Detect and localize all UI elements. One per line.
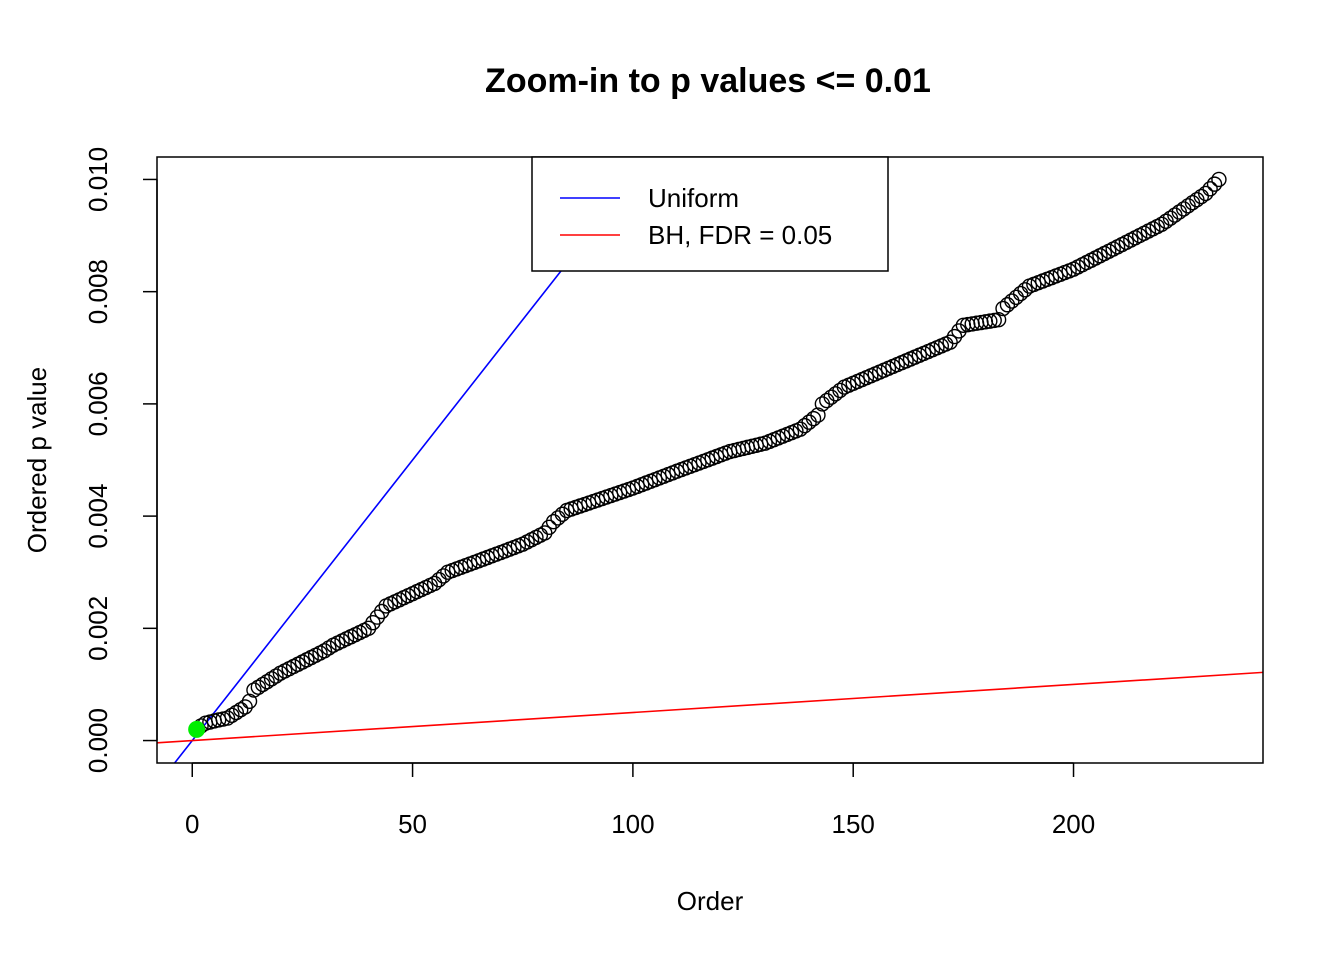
data-point <box>1193 188 1210 205</box>
data-point <box>823 389 839 405</box>
y-axis-label: Ordered p value <box>22 367 52 553</box>
data-point <box>259 673 275 690</box>
data-point <box>228 704 245 721</box>
data-point <box>810 407 826 423</box>
data-point <box>255 676 271 693</box>
data-point <box>365 615 381 631</box>
y-tick-label: 0.010 <box>83 147 113 212</box>
scatter-points <box>188 171 1227 738</box>
data-point <box>554 506 571 522</box>
y-tick-label: 0.000 <box>83 708 113 773</box>
data-point <box>814 396 831 412</box>
data-point <box>321 640 337 656</box>
y-tick-label: 0.006 <box>83 371 113 436</box>
x-axis: 0 50 100 150 200 <box>185 762 1095 839</box>
data-point <box>1211 171 1227 188</box>
data-point <box>942 334 958 350</box>
x-tick-label: 100 <box>611 809 654 839</box>
data-point <box>374 603 390 620</box>
data-point <box>550 510 566 526</box>
data-point <box>819 392 835 409</box>
data-point <box>1012 285 1029 302</box>
y-tick-label: 0.002 <box>83 596 113 661</box>
data-point <box>250 679 267 695</box>
legend-label-bh: BH, FDR = 0.05 <box>648 220 832 250</box>
y-axis: 0.000 0.002 0.004 0.006 0.008 0.010 <box>83 147 158 773</box>
data-point <box>316 643 333 659</box>
data-point <box>246 682 262 698</box>
data-point <box>360 620 377 637</box>
data-point <box>832 382 848 399</box>
data-point <box>1004 293 1020 309</box>
highlight-point-group <box>188 720 206 738</box>
data-point <box>1202 181 1218 197</box>
data-point <box>1206 176 1223 192</box>
data-point <box>237 699 253 715</box>
data-point <box>219 710 236 726</box>
data-point <box>537 525 553 541</box>
data-point <box>435 568 452 584</box>
y-tick-label: 0.004 <box>83 484 113 549</box>
data-point <box>233 701 249 718</box>
data-point <box>426 575 443 592</box>
legend-box <box>531 156 889 272</box>
data-point <box>241 693 258 709</box>
data-point <box>805 410 822 427</box>
x-tick-label: 50 <box>398 809 427 839</box>
data-point <box>263 671 280 687</box>
legend-label-uniform: Uniform <box>648 183 739 213</box>
x-tick-label: 0 <box>185 809 199 839</box>
data-point <box>1017 282 1033 298</box>
highlight-point <box>188 720 206 738</box>
data-point <box>999 297 1016 313</box>
data-point <box>541 519 557 536</box>
data-point <box>995 300 1011 317</box>
data-point <box>1198 185 1214 202</box>
data-point <box>224 707 240 724</box>
x-tick-label: 150 <box>832 809 875 839</box>
reference-line-0 <box>173 157 652 763</box>
data-point <box>990 312 1007 328</box>
data-point <box>792 421 809 437</box>
data-point <box>369 609 386 625</box>
data-point <box>268 668 284 684</box>
data-point <box>827 386 844 402</box>
x-tick-label: 200 <box>1052 809 1095 839</box>
data-point <box>1008 289 1024 305</box>
reference-lines <box>157 157 1263 763</box>
x-axis-label: Order <box>677 886 744 916</box>
data-point <box>801 414 817 430</box>
y-tick-label: 0.008 <box>83 259 113 324</box>
reference-line-1 <box>157 671 1263 744</box>
legend: Uniform BH, FDR = 0.05 <box>531 156 889 272</box>
chart-title: Zoom-in to p values <= 0.01 <box>485 62 931 100</box>
data-point <box>946 328 963 345</box>
